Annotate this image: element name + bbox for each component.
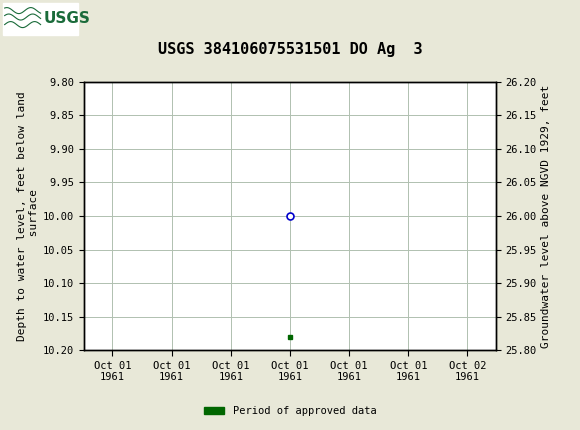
- Text: USGS 384106075531501 DO Ag  3: USGS 384106075531501 DO Ag 3: [158, 42, 422, 57]
- Y-axis label: Groundwater level above NGVD 1929, feet: Groundwater level above NGVD 1929, feet: [541, 84, 551, 348]
- FancyBboxPatch shape: [3, 3, 78, 35]
- Y-axis label: Depth to water level, feet below land
 surface: Depth to water level, feet below land su…: [17, 91, 39, 341]
- Legend: Period of approved data: Period of approved data: [200, 402, 380, 421]
- Text: USGS: USGS: [44, 12, 90, 26]
